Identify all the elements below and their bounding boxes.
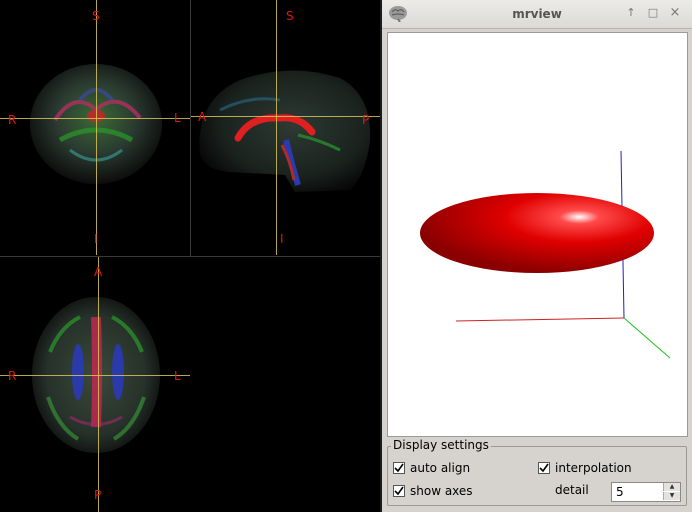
ellipsoid-scene [420,150,671,359]
display-settings-title: Display settings [391,438,491,452]
orientation-label-top: S [92,9,100,23]
close-button[interactable]: × [669,5,681,20]
spin-up-icon[interactable]: ▲ [663,483,680,491]
mrview-window: mrview ↑ □ × Display settings auto align [382,0,692,512]
detail-spinbox[interactable]: 5 ▲ ▼ [611,482,681,502]
display-settings-group [387,446,687,506]
interpolation-label[interactable]: interpolation [555,461,632,475]
crosshair-horizontal [190,116,380,117]
orientation-label-left: A [198,110,207,124]
crosshair-vertical [276,0,277,255]
detail-label: detail [555,483,589,497]
y-axis-line [623,317,671,359]
axial-view[interactable]: A P R L [0,257,190,512]
orientation-label-right: L [174,369,181,383]
sagittal-slice-image [199,70,371,192]
keep-above-button[interactable]: ↑ [626,6,636,19]
window-title: mrview [512,7,562,21]
orientation-label-top: A [94,265,103,279]
orientation-label-left: R [8,113,17,127]
orientation-label-left: R [8,369,17,383]
sagittal-view[interactable]: S I A P [190,0,380,255]
coronal-view[interactable]: S I R L [0,0,190,255]
show-axes-checkbox[interactable] [393,485,405,497]
pane-divider-vertical [190,0,191,256]
crosshair-horizontal [0,118,190,119]
show-axes-label[interactable]: show axes [410,484,473,498]
coronal-slice-image [30,64,162,184]
auto-align-checkbox[interactable] [393,462,405,474]
checkmark-icon [394,486,404,496]
orientation-label-top: S [286,9,294,23]
orientation-label-bottom: I [280,232,284,246]
tensor-ellipsoid [420,193,654,273]
title-bar[interactable]: mrview ↑ □ × [382,0,692,29]
checkmark-icon [539,463,549,473]
brain-icon [389,6,407,22]
spin-down-icon[interactable]: ▼ [663,492,680,500]
image-viewer[interactable]: S I R L S I A P [0,0,380,512]
interpolation-checkbox[interactable] [538,462,550,474]
crosshair-vertical [98,257,99,512]
detail-value[interactable]: 5 [616,485,624,499]
orientation-label-bottom: P [94,488,102,502]
orientation-label-right: P [362,113,370,127]
window-separator [380,0,382,512]
orientation-label-right: L [174,111,181,125]
3d-render-canvas[interactable] [387,32,688,437]
auto-align-label[interactable]: auto align [410,461,471,475]
crosshair-vertical [96,0,97,255]
axial-slice-image [32,297,160,453]
x-axis-line [455,317,625,322]
orientation-label-bottom: I [94,232,98,246]
pane-divider-horizontal [0,256,380,257]
crosshair-horizontal [0,375,190,376]
checkmark-icon [394,463,404,473]
maximize-button[interactable]: □ [647,6,659,19]
